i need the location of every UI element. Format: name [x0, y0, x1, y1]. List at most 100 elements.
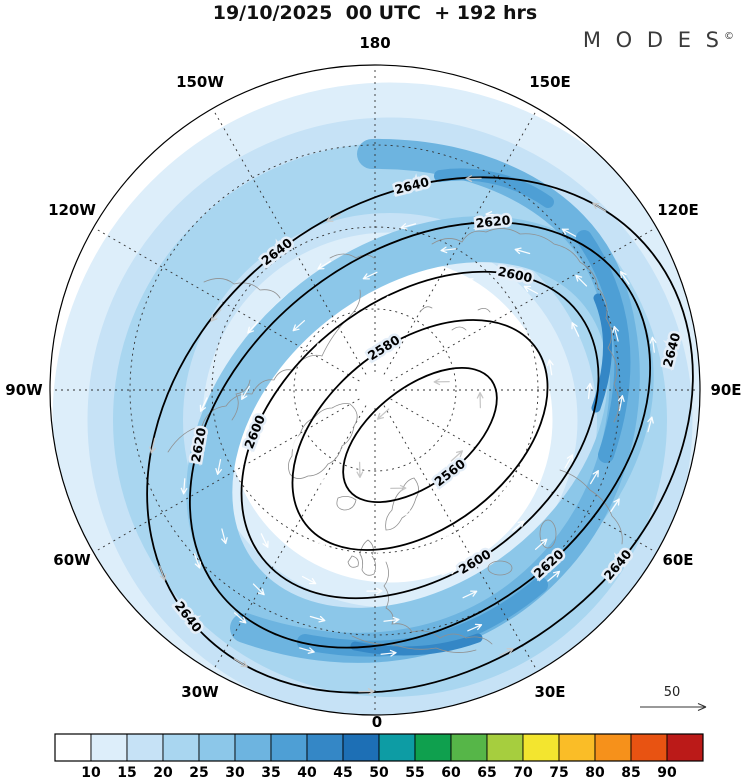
lon-label-90w: 90W: [5, 381, 43, 399]
coastline-europe-mediterranean: [383, 561, 493, 645]
wind-arrow: [512, 520, 525, 532]
lon-label-120w: 120W: [48, 201, 96, 219]
wind-arrow: [193, 553, 202, 569]
wind-arrow: [514, 247, 531, 255]
wind-arrow: [210, 308, 222, 322]
wind-arrow: [456, 311, 473, 319]
wind-arrow: [649, 336, 657, 353]
coastline-chukotka: [329, 253, 375, 259]
coastline-north-america: [167, 289, 361, 453]
coastline-black-sea: [487, 560, 513, 576]
wind-arrow: [247, 470, 254, 488]
colorbar-cell: [54, 733, 92, 762]
coastline-hudson-bay: [231, 379, 251, 421]
lon-label-30e: 30E: [534, 683, 565, 701]
colorbar-cell: [306, 733, 344, 762]
wind-arrow: [617, 395, 625, 412]
lon-label-60e: 60E: [662, 551, 693, 569]
wind-arrows: [149, 175, 657, 695]
colorbar-tick: 70: [513, 765, 533, 781]
wind-arrow: [485, 211, 502, 218]
wind-arrow: [467, 623, 483, 632]
map-boundary: [49, 64, 701, 716]
wind-arrow: [233, 612, 247, 624]
modes-logo: M O D E S©: [583, 28, 734, 52]
wind-arrow: [328, 374, 341, 387]
coastline-arctic-america: [203, 278, 281, 299]
coastline-ireland: [347, 555, 359, 568]
wind-arrow: [592, 202, 607, 212]
colorbar-tick: 60: [441, 765, 461, 781]
wind-arrow: [376, 408, 390, 420]
colorbar-tick: 85: [621, 765, 640, 781]
coastline-north-africa: [351, 635, 477, 653]
colorbar-tick: 65: [477, 765, 496, 781]
colorbar-cell: [414, 733, 452, 762]
colorbar-tick: 30: [225, 765, 245, 781]
colorbar-cell: [630, 733, 668, 762]
wind-arrow: [260, 533, 269, 548]
wind-arrow: [571, 322, 580, 337]
colorbar-cell: [90, 733, 128, 762]
wind-arrow: [199, 397, 208, 413]
wind-arrow: [457, 275, 474, 283]
wind-arrow: [647, 416, 654, 433]
wind-arrow: [465, 469, 478, 481]
wind-arrow: [399, 510, 416, 517]
colorbar-cell: [594, 733, 632, 762]
colorbar-cell: [342, 733, 380, 762]
lon-label-150w: 150W: [176, 73, 224, 91]
wind-arrow: [215, 458, 223, 475]
contour-2580: [291, 319, 549, 551]
wind-arrow: [338, 416, 349, 430]
wind-arrow: [266, 401, 276, 416]
height-contours: [146, 176, 694, 694]
wind-arrow: [366, 587, 383, 595]
wind-arrow: [233, 658, 248, 668]
colorbar: 10 15 20 25 30 35 40 45 50 55 60 65 70 75 80 85 90: [54, 733, 704, 781]
wind-arrow: [383, 616, 400, 624]
reference-arrow: 50: [640, 685, 707, 712]
wind-arrow: [509, 408, 517, 424]
colorbar-tick: 75: [549, 765, 568, 781]
wind-arrow: [367, 551, 384, 559]
wind-arrow: [441, 567, 457, 576]
colorbar-frame: [54, 733, 704, 762]
wind-arrow: [612, 325, 619, 342]
colorbar-cell: [522, 733, 560, 762]
wind-arrow: [523, 285, 539, 295]
latitude-ring: [129, 144, 621, 636]
lon-label-90e: 90E: [710, 381, 741, 399]
wind-arrow: [358, 688, 375, 695]
shading-jet-max: [591, 293, 612, 413]
wind-arrow: [315, 338, 328, 350]
modes-logo-mark: ©: [724, 31, 734, 42]
wind-arrow: [400, 223, 417, 230]
reference-arrow-glyph: [640, 702, 707, 712]
contour-label: 2620: [475, 212, 511, 231]
colorbar-cell: [162, 733, 200, 762]
coastline-greenland: [288, 403, 358, 479]
wind-arrow: [221, 528, 228, 545]
wind-arrow: [586, 382, 593, 400]
wind-arrow: [389, 330, 405, 338]
shading-jet-core: [434, 168, 554, 208]
wind-arrow: [319, 474, 327, 491]
coastline-asia-pacific: [431, 228, 620, 423]
wind-arrow: [286, 494, 294, 511]
contour-label: 2580: [365, 332, 403, 363]
wind-arrow: [433, 378, 450, 386]
shading-jet-core: [576, 230, 631, 463]
wind-arrow: [455, 345, 472, 353]
wind-arrow: [309, 615, 326, 623]
colorbar-cell: [666, 733, 704, 762]
colorbar-tick: 80: [585, 765, 605, 781]
wind-arrow: [313, 538, 327, 549]
lon-label-0: 0: [372, 713, 382, 731]
colorbar-tick: 35: [261, 765, 280, 781]
colorbar-tick: 10: [81, 765, 101, 781]
coastline-britain: [359, 539, 376, 576]
contour-2560: [342, 367, 498, 503]
coastline-iceland: [336, 496, 357, 511]
